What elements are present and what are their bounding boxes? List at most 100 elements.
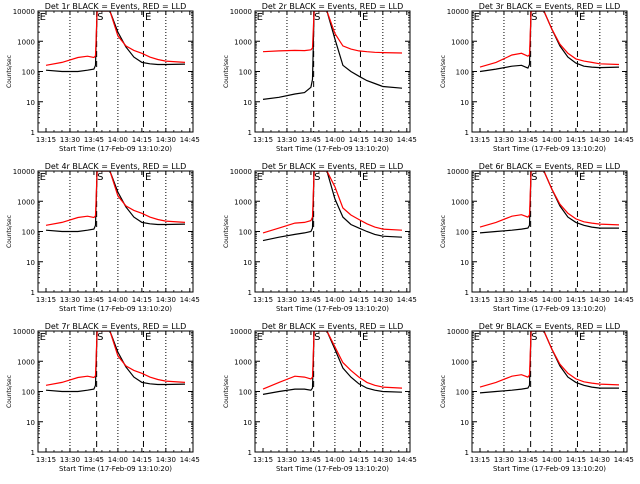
- y-tick-label: 1: [248, 129, 252, 137]
- x-tick-label: 14:30: [590, 136, 610, 144]
- y-tick-label: 10: [243, 419, 252, 427]
- marker-label-s: S: [314, 12, 320, 23]
- events-series-line: [45, 11, 186, 73]
- y-tick-label: 100: [22, 229, 35, 237]
- marker-label-e: E: [474, 332, 480, 343]
- x-axis-label: Start Time (17-Feb-09 13:10:20): [493, 465, 606, 473]
- events-series-line: [262, 331, 403, 395]
- x-tick-label: 14:15: [566, 296, 586, 304]
- x-tick-label: 14:45: [180, 456, 200, 464]
- x-tick-label: 14:45: [614, 456, 634, 464]
- x-tick-label: 14:45: [180, 296, 200, 304]
- x-tick-label: 14:00: [325, 136, 345, 144]
- x-tick-label: 13:30: [494, 136, 514, 144]
- x-tick-label: 13:15: [253, 296, 273, 304]
- x-tick-label: 14:30: [373, 296, 393, 304]
- y-axis-label: Counts/sec: [440, 375, 447, 408]
- x-tick-label: 14:15: [349, 296, 369, 304]
- x-tick-label: 14:00: [325, 296, 345, 304]
- lld-series-line: [479, 171, 620, 228]
- plot-frame: [471, 10, 628, 133]
- detector-panel: Det 1r BLACK = Events, RED = LLD 1 10 100 10…: [6, 2, 200, 153]
- events-series-line: [262, 171, 403, 242]
- x-tick-label: 13:45: [518, 456, 538, 464]
- events-series-line: [479, 171, 619, 234]
- x-tick-label: 13:15: [470, 136, 490, 144]
- x-tick-label: 13:30: [494, 296, 514, 304]
- x-tick-label: 13:30: [60, 296, 80, 304]
- marker-label-s: S: [97, 12, 103, 23]
- marker-label-e: E: [257, 12, 263, 23]
- x-tick-label: 14:15: [132, 296, 152, 304]
- y-tick-label: 10000: [13, 8, 35, 16]
- panel-title: Det 7r BLACK = Events, RED = LLD: [45, 322, 187, 331]
- x-tick-label: 13:30: [277, 136, 297, 144]
- events-series-line: [45, 171, 186, 233]
- y-axis-label: Counts/sec: [6, 215, 13, 248]
- marker-label-e: E: [579, 332, 585, 343]
- x-tick-label: 14:45: [397, 296, 417, 304]
- y-tick-label: 100: [22, 69, 35, 77]
- lld-series-line: [479, 11, 620, 68]
- panel-title: Det 9r BLACK = Events, RED = LLD: [479, 322, 621, 331]
- x-tick-label: 14:30: [156, 456, 176, 464]
- y-axis-label: Counts/sec: [223, 215, 230, 248]
- y-tick-label: 1000: [451, 198, 469, 206]
- x-tick-label: 14:45: [614, 296, 634, 304]
- x-tick-label: 13:15: [470, 456, 490, 464]
- y-tick-label: 1: [31, 449, 35, 457]
- x-tick-label: 13:15: [253, 456, 273, 464]
- x-axis-label: Start Time (17-Feb-09 13:10:20): [493, 145, 606, 153]
- y-tick-label: 1000: [17, 38, 35, 46]
- x-tick-label: 13:15: [253, 136, 273, 144]
- x-tick-label: 13:15: [470, 296, 490, 304]
- x-tick-label: 13:15: [36, 456, 56, 464]
- x-tick-label: 13:45: [301, 296, 321, 304]
- x-tick-label: 14:15: [566, 136, 586, 144]
- marker-label-s: S: [531, 12, 537, 23]
- marker-label-e: E: [579, 172, 585, 183]
- marker-label-e: E: [145, 172, 151, 183]
- y-axis-label: Counts/sec: [6, 55, 13, 88]
- x-tick-label: 14:30: [590, 456, 610, 464]
- x-tick-label: 13:30: [494, 456, 514, 464]
- y-tick-label: 1000: [451, 358, 469, 366]
- y-tick-label: 10000: [230, 328, 252, 336]
- x-tick-label: 14:00: [542, 296, 562, 304]
- detector-panel: Det 4r BLACK = Events, RED = LLD 1 10 100 10…: [6, 162, 200, 313]
- y-tick-label: 10000: [447, 328, 469, 336]
- panel-title: Det 5r BLACK = Events, RED = LLD: [262, 162, 404, 171]
- events-series-line: [262, 11, 403, 100]
- x-axis-label: Start Time (17-Feb-09 13:10:20): [276, 145, 389, 153]
- y-tick-label: 100: [239, 229, 252, 237]
- y-tick-label: 1000: [17, 358, 35, 366]
- detector-panel: Det 2r BLACK = Events, RED = LLD 1 10 100 10…: [223, 2, 417, 153]
- x-axis-label: Start Time (17-Feb-09 13:10:20): [276, 305, 389, 313]
- x-tick-label: 14:00: [108, 456, 128, 464]
- x-tick-label: 14:15: [349, 456, 369, 464]
- x-tick-label: 14:45: [180, 136, 200, 144]
- y-tick-label: 1: [248, 289, 252, 297]
- y-tick-label: 100: [239, 69, 252, 77]
- x-tick-label: 14:15: [132, 456, 152, 464]
- y-tick-label: 10: [460, 419, 469, 427]
- x-tick-label: 13:45: [301, 456, 321, 464]
- y-tick-label: 1000: [234, 358, 252, 366]
- panel-title: Det 4r BLACK = Events, RED = LLD: [45, 162, 187, 171]
- x-tick-label: 14:30: [373, 456, 393, 464]
- marker-label-e: E: [40, 332, 46, 343]
- y-tick-label: 1000: [234, 38, 252, 46]
- marker-label-e: E: [474, 12, 480, 23]
- x-tick-label: 13:45: [518, 296, 538, 304]
- detector-panel: Det 8r BLACK = Events, RED = LLD 1 10 100 10…: [223, 322, 417, 473]
- y-tick-label: 10000: [13, 328, 35, 336]
- x-tick-label: 13:30: [277, 456, 297, 464]
- y-tick-label: 10000: [230, 168, 252, 176]
- panel-title: Det 2r BLACK = Events, RED = LLD: [262, 2, 404, 11]
- x-tick-label: 14:45: [614, 136, 634, 144]
- y-tick-label: 1000: [451, 38, 469, 46]
- lld-series-line: [262, 171, 403, 234]
- y-tick-label: 100: [239, 389, 252, 397]
